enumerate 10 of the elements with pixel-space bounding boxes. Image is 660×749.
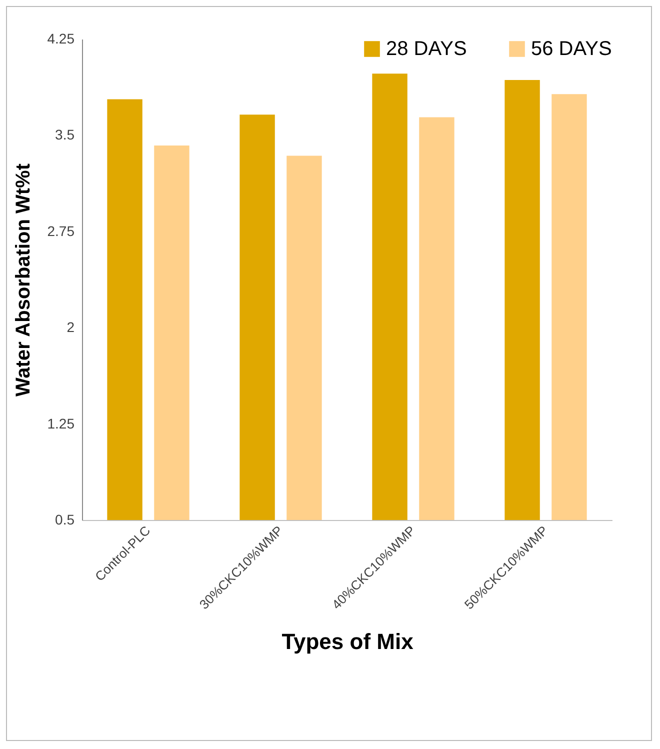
- y-axis-title: Water Absorbation Wt%t: [12, 163, 34, 396]
- x-axis-title: Types of Mix: [282, 629, 414, 654]
- y-tick-label: 2.75: [47, 222, 75, 239]
- y-tick-label: 3.5: [55, 126, 75, 143]
- y-tick-label: 4.25: [47, 30, 75, 46]
- legend-label: 28 DAYS: [386, 38, 467, 60]
- y-tick-label: 2: [66, 319, 75, 336]
- y-tick-label: 0.5: [55, 512, 75, 528]
- y-tick-label: 1.25: [47, 415, 75, 432]
- legend-label: 56 DAYS: [531, 38, 612, 60]
